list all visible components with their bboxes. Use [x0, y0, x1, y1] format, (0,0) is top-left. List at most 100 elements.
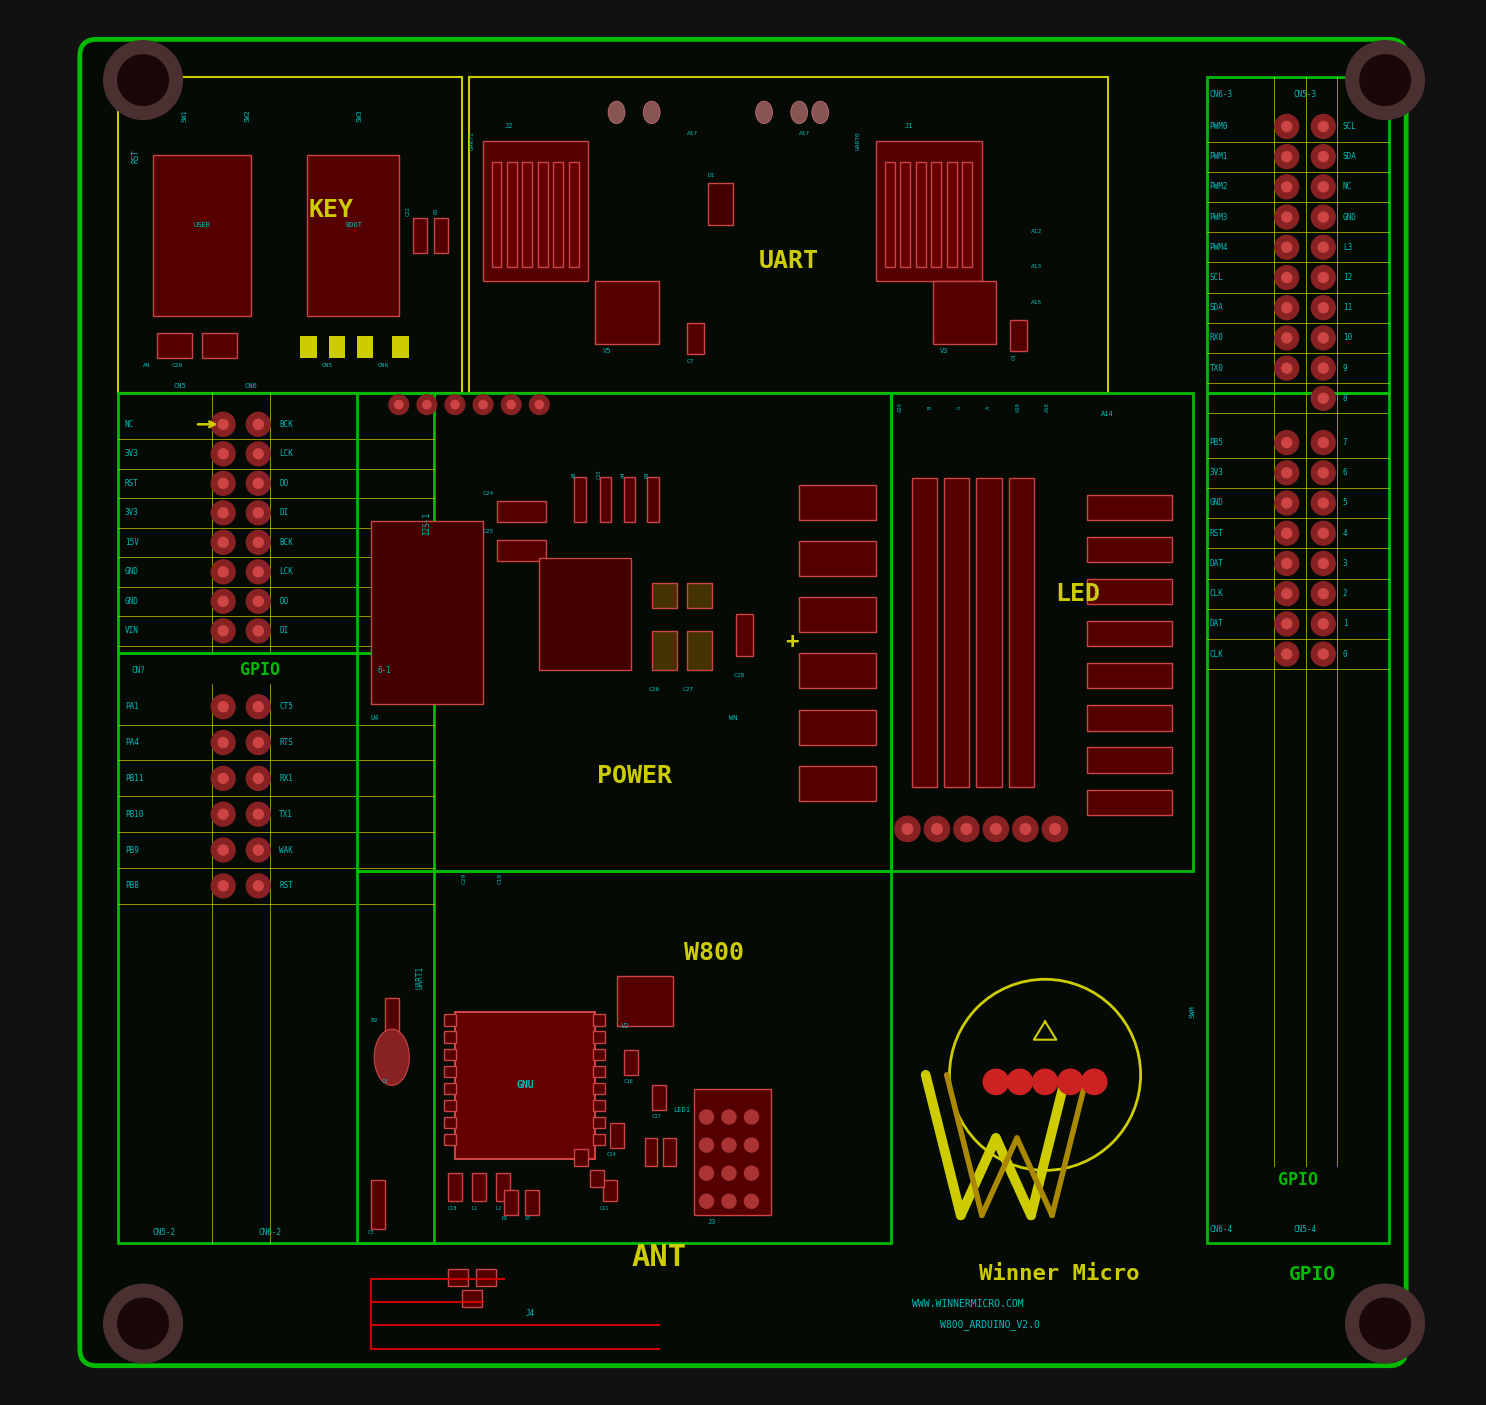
Text: PB9: PB9 — [125, 846, 138, 854]
Text: B2: B2 — [370, 1017, 377, 1023]
Circle shape — [984, 1069, 1009, 1094]
Bar — [1207, 77, 1389, 393]
Circle shape — [1318, 468, 1328, 478]
Circle shape — [253, 507, 263, 518]
Text: CN6-2: CN6-2 — [259, 1228, 281, 1236]
Text: GPIO: GPIO — [241, 662, 279, 679]
Bar — [624, 1050, 637, 1075]
Circle shape — [218, 419, 229, 430]
Circle shape — [1311, 266, 1336, 289]
Text: DAT: DAT — [1210, 559, 1223, 568]
Bar — [694, 1089, 771, 1215]
Text: 4: 4 — [1343, 528, 1348, 538]
Circle shape — [211, 559, 235, 584]
Circle shape — [218, 625, 229, 636]
Text: C20: C20 — [171, 362, 183, 368]
Circle shape — [1282, 618, 1291, 629]
Circle shape — [247, 620, 270, 643]
Text: W800_ARDUINO_V2.0: W800_ARDUINO_V2.0 — [939, 1319, 1040, 1331]
Bar — [357, 393, 890, 871]
Text: R4: R4 — [645, 471, 649, 478]
Circle shape — [253, 566, 263, 577]
Bar — [462, 1290, 481, 1307]
Circle shape — [1318, 242, 1328, 253]
Circle shape — [473, 395, 493, 414]
Bar — [1088, 705, 1171, 731]
Circle shape — [722, 1138, 736, 1152]
Bar — [799, 485, 877, 520]
Bar — [947, 162, 957, 267]
Circle shape — [446, 395, 465, 414]
Bar — [507, 162, 517, 267]
Circle shape — [722, 1110, 736, 1124]
Circle shape — [744, 1166, 758, 1180]
Bar — [575, 478, 585, 523]
Circle shape — [253, 738, 263, 747]
Bar — [976, 478, 1002, 787]
Circle shape — [211, 472, 235, 496]
Text: 6: 6 — [1343, 468, 1348, 478]
Circle shape — [247, 531, 270, 555]
Ellipse shape — [756, 101, 773, 124]
Text: I2S-1: I2S-1 — [422, 511, 431, 535]
Circle shape — [253, 625, 263, 636]
Circle shape — [218, 566, 229, 577]
Ellipse shape — [643, 101, 660, 124]
Text: LCK: LCK — [279, 568, 293, 576]
Bar — [525, 1190, 539, 1215]
Bar — [593, 1117, 605, 1128]
Circle shape — [1275, 431, 1299, 455]
Text: SCL: SCL — [1343, 122, 1357, 131]
Circle shape — [253, 537, 263, 548]
Circle shape — [1275, 492, 1299, 516]
Bar — [447, 1173, 462, 1201]
Bar — [652, 1085, 666, 1110]
Circle shape — [961, 823, 972, 835]
Text: ANT: ANT — [632, 1243, 687, 1272]
Circle shape — [1275, 205, 1299, 229]
Bar — [308, 155, 398, 316]
Circle shape — [1318, 393, 1328, 403]
Text: WAK: WAK — [279, 846, 293, 854]
Text: PB10: PB10 — [125, 809, 143, 819]
Circle shape — [1311, 582, 1336, 606]
Bar — [645, 1138, 657, 1166]
Text: C26: C26 — [649, 687, 660, 693]
Circle shape — [211, 767, 235, 790]
Circle shape — [1275, 613, 1299, 636]
Ellipse shape — [811, 101, 829, 124]
Circle shape — [211, 502, 235, 525]
Text: USER: USER — [193, 222, 211, 228]
Bar — [444, 1083, 456, 1094]
Circle shape — [1318, 152, 1328, 162]
Text: C17: C17 — [652, 1114, 661, 1120]
Text: CN6-3: CN6-3 — [1210, 90, 1232, 98]
Circle shape — [247, 590, 270, 614]
Text: R5: R5 — [501, 1215, 508, 1221]
Text: A4: A4 — [621, 471, 626, 478]
Circle shape — [218, 701, 229, 712]
Text: B: B — [927, 406, 932, 409]
Text: V5: V5 — [602, 348, 611, 354]
Circle shape — [1311, 642, 1336, 666]
Circle shape — [1282, 558, 1291, 569]
Text: CN5: CN5 — [174, 384, 187, 389]
Text: CT5: CT5 — [279, 702, 293, 711]
Bar — [687, 583, 712, 608]
Circle shape — [1318, 649, 1328, 659]
Text: CN6-4: CN6-4 — [1210, 1225, 1232, 1234]
Text: BOOT: BOOT — [345, 222, 363, 228]
Bar — [687, 323, 704, 354]
Text: C3: C3 — [369, 1229, 374, 1235]
Text: PB5: PB5 — [1210, 438, 1223, 447]
Text: DO: DO — [279, 479, 288, 488]
Bar — [933, 281, 996, 344]
Circle shape — [700, 1194, 713, 1208]
Bar — [590, 1170, 603, 1187]
Circle shape — [1318, 273, 1328, 282]
Circle shape — [1311, 613, 1336, 636]
Text: C16: C16 — [624, 1079, 633, 1085]
Text: SWM: SWM — [1190, 1005, 1196, 1019]
Text: C18: C18 — [447, 1205, 458, 1211]
Circle shape — [211, 590, 235, 614]
